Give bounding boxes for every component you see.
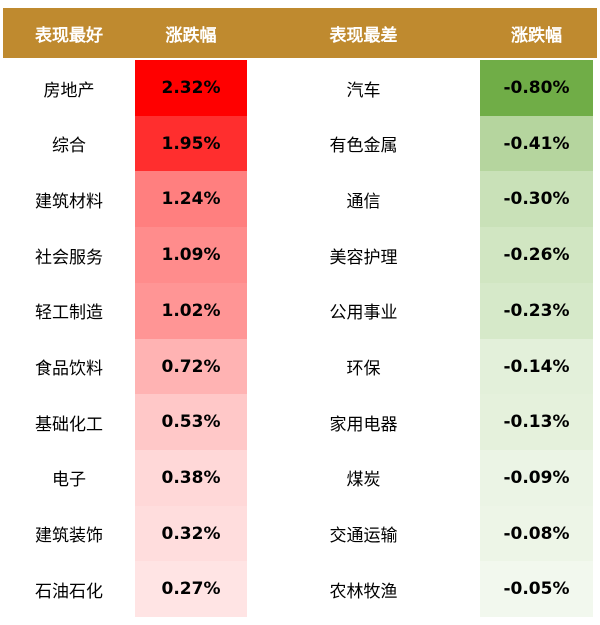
change-cell: -0.26%	[480, 227, 593, 284]
change-cell: 1.02%	[135, 282, 247, 339]
change-cell: -0.80%	[480, 60, 593, 117]
sector-cell: 轻工制造	[35, 303, 103, 324]
change-cell: 0.53%	[135, 394, 247, 451]
sector-cell: 煤炭	[346, 470, 381, 491]
change-cell: 0.32%	[135, 505, 247, 562]
header-cell: 表现最差	[329, 25, 398, 46]
sector-cell: 汽车	[346, 80, 381, 101]
change-cell: -0.09%	[480, 449, 593, 507]
sector-cell: 基础化工	[35, 414, 103, 435]
change-cell: -0.05%	[480, 561, 593, 618]
sector-cell: 环保	[346, 359, 381, 380]
change-cell: -0.41%	[480, 115, 593, 172]
sector-cell: 家用电器	[329, 414, 398, 435]
change-cell: -0.30%	[480, 171, 593, 228]
change-cell: 0.72%	[135, 338, 247, 395]
header-bar	[3, 8, 597, 58]
sector-cell: 交通运输	[329, 526, 398, 547]
header-cell: 涨跌幅	[165, 25, 217, 46]
change-cell: -0.08%	[480, 505, 593, 562]
sector-cell: 房地产	[43, 80, 95, 101]
change-cell: 0.38%	[135, 449, 247, 507]
sector-cell: 农林牧渔	[329, 581, 398, 602]
sector-cell: 社会服务	[35, 247, 103, 268]
sector-cell: 石油石化	[35, 581, 103, 602]
sector-cell: 有色金属	[329, 136, 398, 157]
change-cell: 2.32%	[135, 60, 247, 117]
sector-cell: 通信	[346, 191, 381, 212]
sector-cell: 建筑材料	[35, 191, 103, 212]
header-cell: 表现最好	[35, 25, 103, 46]
change-cell: 1.95%	[135, 115, 247, 172]
change-cell: -0.23%	[480, 282, 593, 339]
sector-cell: 公用事业	[329, 303, 398, 324]
change-cell: -0.13%	[480, 394, 593, 451]
sector-cell: 电子	[52, 470, 86, 491]
sector-cell: 建筑装饰	[35, 526, 103, 547]
header-cell: 涨跌幅	[511, 25, 562, 46]
change-cell: 1.09%	[135, 227, 247, 284]
change-cell: -0.14%	[480, 338, 593, 395]
sector-cell: 美容护理	[329, 247, 398, 268]
change-cell: 1.24%	[135, 171, 247, 228]
sector-cell: 综合	[52, 136, 86, 157]
sector-cell: 食品饮料	[35, 359, 103, 380]
change-cell: 0.27%	[135, 561, 247, 618]
